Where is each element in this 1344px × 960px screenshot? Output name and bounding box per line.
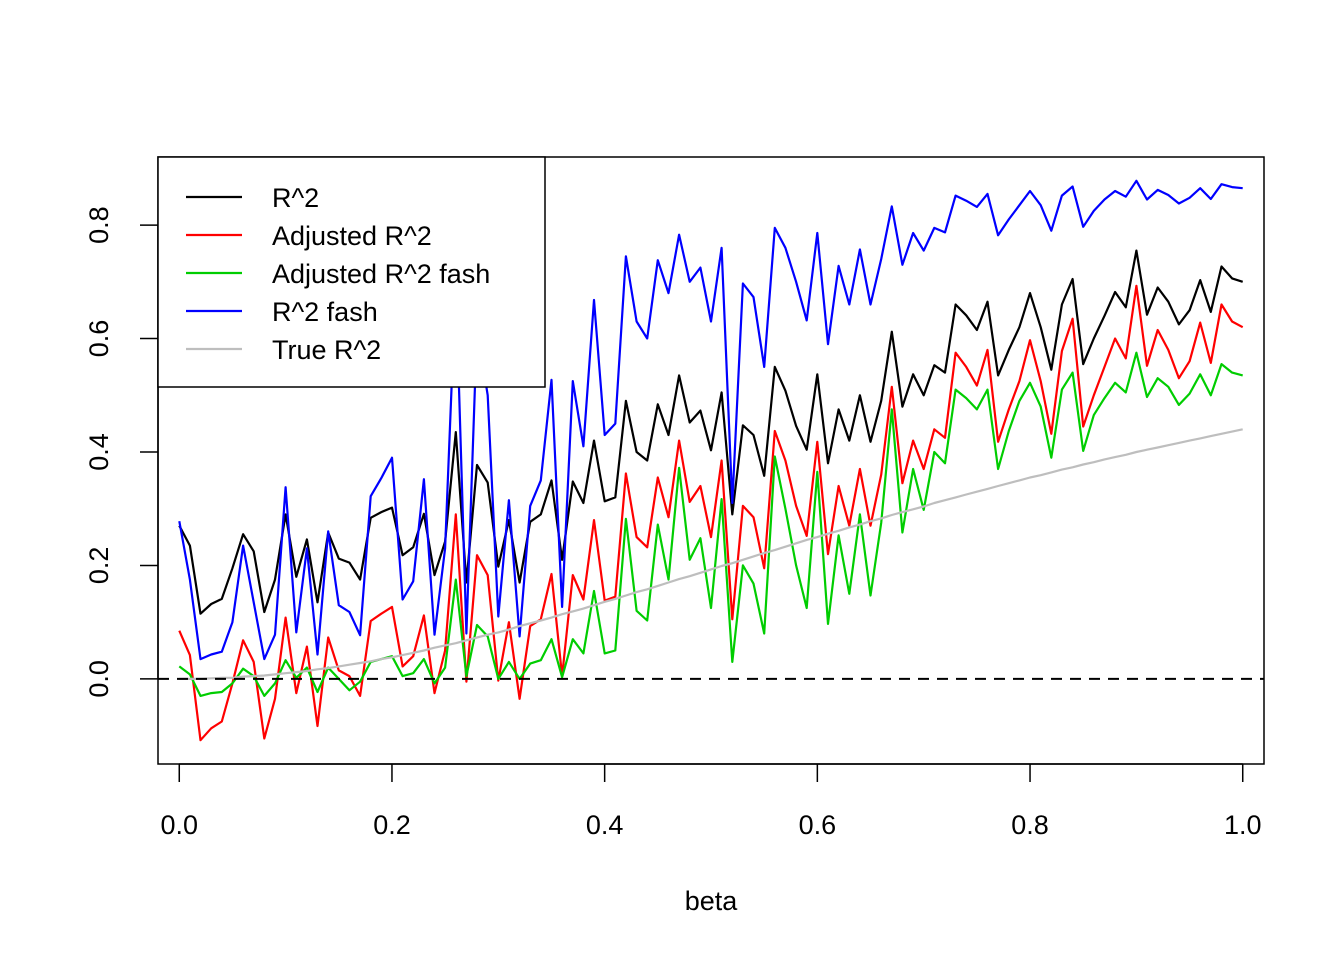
- legend-label-4: True R^2: [272, 335, 381, 365]
- series-line-0: [178, 249, 1244, 615]
- x-axis: 0.0 0.2 0.4 0.6 0.8 1.0: [160, 763, 1262, 840]
- series-line-2: [178, 351, 1243, 698]
- legend-label-2: Adjusted R^2 fash: [272, 259, 490, 289]
- y-tick-label-2: 0.4: [84, 433, 114, 471]
- x-tick-label-4: 0.8: [1011, 810, 1049, 840]
- series-line-1: [178, 284, 1244, 742]
- x-tick-label-0: 0.0: [160, 810, 198, 840]
- y-axis: 0.0 0.2 0.4 0.6 0.8: [84, 206, 159, 698]
- legend-label-1: Adjusted R^2: [272, 221, 432, 251]
- x-tick-label-1: 0.2: [373, 810, 411, 840]
- x-tick-label-2: 0.4: [586, 810, 624, 840]
- series-line-4: [179, 428, 1243, 681]
- y-tick-label-3: 0.6: [84, 320, 114, 358]
- legend-label-3: R^2 fash: [272, 297, 378, 327]
- y-tick-label-4: 0.8: [84, 206, 114, 244]
- legend: R^2 Adjusted R^2 Adjusted R^2 fash R^2 fash…: [157, 156, 546, 388]
- y-tick-label-0: 0.0: [84, 660, 114, 698]
- x-tick-label-5: 1.0: [1224, 810, 1262, 840]
- y-tick-label-1: 0.2: [84, 547, 114, 585]
- x-tick-label-3: 0.6: [799, 810, 837, 840]
- series-layer: [178, 179, 1244, 742]
- x-axis-label: beta: [685, 886, 739, 916]
- legend-label-0: R^2: [272, 183, 319, 213]
- series-line-3: [178, 179, 1243, 661]
